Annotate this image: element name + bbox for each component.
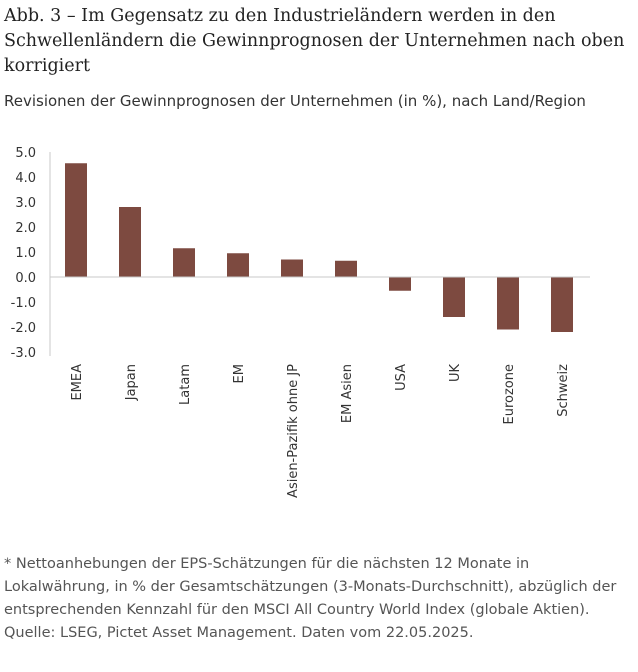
x-tick-label: EM xyxy=(232,364,247,383)
y-tick-label: 5.0 xyxy=(15,146,36,161)
bar-japan xyxy=(119,207,141,277)
x-tick-label: Japan xyxy=(124,364,139,401)
x-tick-label: USA xyxy=(394,364,409,391)
bar-chart: 5.0 4.0 3.0 2.0 1.0 0.0 -1.0 -2.0 -3.0 EMEA Japan L… xyxy=(11,146,590,498)
y-tick-label: 2.0 xyxy=(15,221,36,236)
x-tick-label: Latam xyxy=(178,364,193,405)
y-tick-label: 0.0 xyxy=(15,271,36,286)
bar-eurozone xyxy=(497,277,519,330)
footnote: * Nettoanhebungen der EPS-Schätzungen fü… xyxy=(4,556,617,641)
y-tick-label: 3.0 xyxy=(15,196,36,211)
x-tick-label: Asien-Pazifik ohne JP xyxy=(286,364,301,498)
x-tick-label: EM Asien xyxy=(340,364,355,423)
x-tick-label: EMEA xyxy=(70,364,85,401)
x-tick-label: UK xyxy=(448,364,463,383)
bar-latam xyxy=(173,248,195,277)
y-tick-label: -3.0 xyxy=(11,346,36,361)
bar-emea xyxy=(65,163,87,277)
x-tick-label: Schweiz xyxy=(556,364,571,417)
y-tick-label: 1.0 xyxy=(15,246,36,261)
bar-uk xyxy=(443,277,465,317)
bar-schweiz xyxy=(551,277,573,332)
y-tick-label: -1.0 xyxy=(11,296,36,311)
bar-em xyxy=(227,253,249,277)
y-tick-label: -2.0 xyxy=(11,321,36,336)
chart-title: Abb. 3 – Im Gegensatz zu den Industrielä… xyxy=(4,6,625,76)
bar-asien-pazifik-ohne-jp xyxy=(281,259,303,277)
chart-subtitle: Revisionen der Gewinnprognosen der Unter… xyxy=(4,92,586,110)
bar-em-asien xyxy=(335,260,357,277)
bar-usa xyxy=(389,277,411,291)
y-tick-label: 4.0 xyxy=(15,171,36,186)
x-tick-label: Eurozone xyxy=(502,364,517,424)
